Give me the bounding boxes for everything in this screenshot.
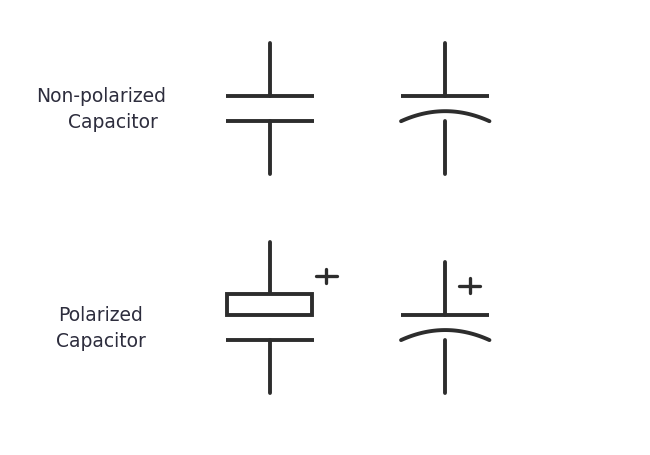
Bar xyxy=(227,295,312,315)
Text: Polarized
Capacitor: Polarized Capacitor xyxy=(56,305,146,350)
Text: Non-polarized
    Capacitor: Non-polarized Capacitor xyxy=(36,86,166,132)
